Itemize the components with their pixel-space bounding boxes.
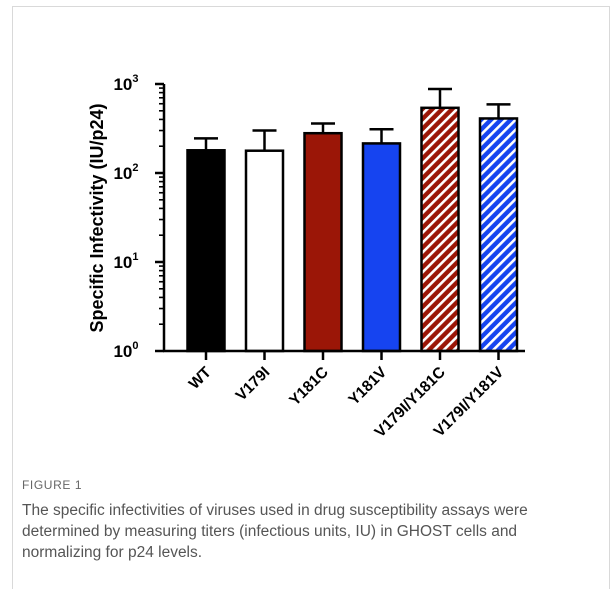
x-tick-label: Y181C	[286, 364, 332, 410]
figure-caption: The specific infectivities of viruses us…	[22, 502, 528, 561]
bar-chart: Specific Infectivity (IU/p24) 1001011021…	[87, 73, 525, 441]
bar-y181v	[361, 142, 402, 353]
y-tick-label: 103	[113, 73, 138, 94]
figure-frame	[12, 6, 610, 589]
bar-wt	[186, 149, 226, 353]
bar-v179i	[244, 149, 285, 353]
y-axis: 100 101 102 103	[113, 73, 166, 361]
x-tick-label: V179I	[233, 364, 274, 405]
bar-y181c	[303, 131, 343, 353]
x-tick-label: Y181V	[345, 363, 390, 408]
bars	[163, 87, 525, 360]
y-axis-label: Specific Infectivity (IU/p24)	[87, 103, 107, 332]
y-tick-label: 102	[113, 162, 138, 183]
bar-v179i-y181v	[478, 117, 519, 353]
y-tick-label: 101	[113, 251, 138, 272]
figure-label: FIGURE 1	[22, 478, 83, 492]
bar-v179i-y181c	[420, 106, 460, 353]
y-tick-label: 100	[113, 340, 138, 361]
x-tick-label: WT	[186, 363, 215, 392]
